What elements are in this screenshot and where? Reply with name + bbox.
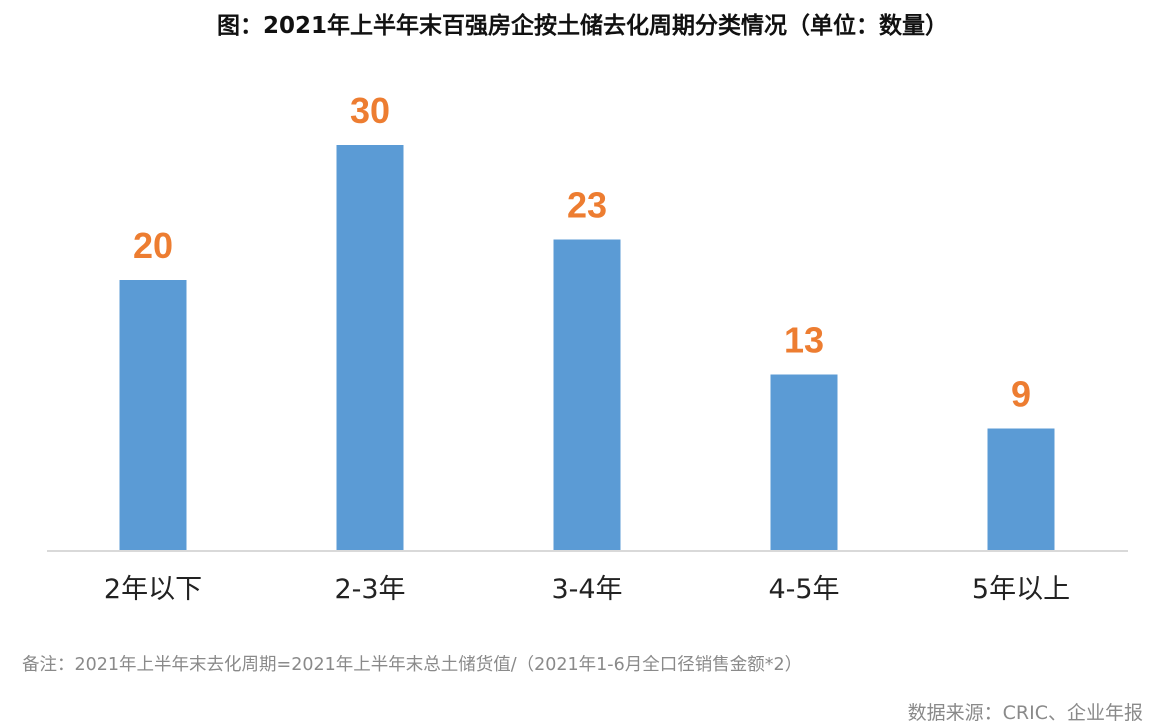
chart-note: 备注：2021年上半年末去化周期=2021年上半年末总土储货值/（2021年1-… <box>22 655 803 675</box>
category-label-1: 2年以下 <box>104 574 202 605</box>
bar-4 <box>770 374 838 550</box>
bar-2 <box>336 145 404 550</box>
data-source: 数据来源：CRIC、企业年报 <box>907 702 1143 724</box>
value-label-5: 9 <box>1011 374 1031 415</box>
value-label-3: 23 <box>567 185 607 226</box>
bar-3 <box>553 239 621 550</box>
value-label-1: 20 <box>133 225 173 266</box>
value-label-2: 30 <box>350 90 390 131</box>
category-label-5: 5年以上 <box>972 574 1070 605</box>
value-label-4: 13 <box>784 320 824 361</box>
bar-1 <box>119 280 187 550</box>
chart-title: 图：2021年上半年末百强房企按土储去化周期分类情况（单位：数量） <box>216 13 948 39</box>
bar-5 <box>987 428 1055 550</box>
category-label-2: 2-3年 <box>334 574 405 605</box>
category-label-4: 4-5年 <box>768 574 839 605</box>
category-label-3: 3-4年 <box>551 574 622 605</box>
